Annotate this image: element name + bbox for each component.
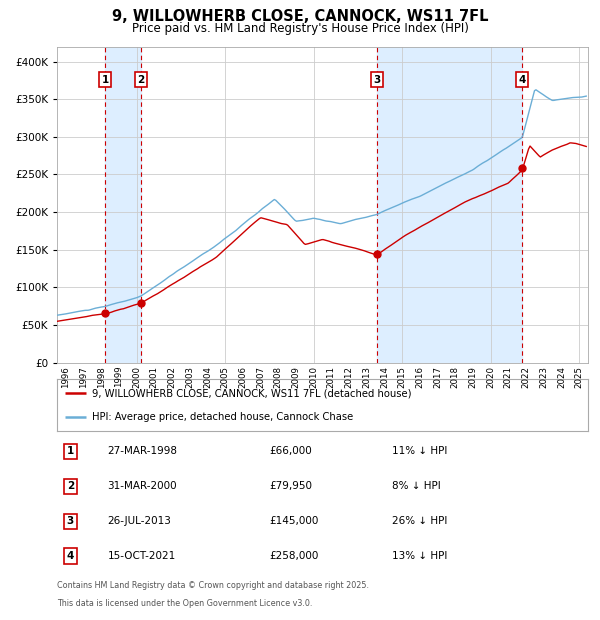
Text: 2008: 2008 — [274, 366, 283, 388]
Text: 8% ↓ HPI: 8% ↓ HPI — [392, 481, 440, 491]
Text: 27-MAR-1998: 27-MAR-1998 — [107, 446, 178, 456]
Text: This data is licensed under the Open Government Licence v3.0.: This data is licensed under the Open Gov… — [57, 598, 313, 608]
Text: 2011: 2011 — [327, 366, 336, 388]
Text: 2000: 2000 — [132, 366, 141, 388]
Text: 9, WILLOWHERB CLOSE, CANNOCK, WS11 7FL: 9, WILLOWHERB CLOSE, CANNOCK, WS11 7FL — [112, 9, 488, 24]
Text: 2015: 2015 — [398, 366, 407, 388]
Text: 1999: 1999 — [115, 366, 124, 388]
Text: 2004: 2004 — [203, 366, 212, 388]
Text: 2009: 2009 — [292, 366, 301, 388]
Text: 2014: 2014 — [380, 366, 389, 388]
Text: 1997: 1997 — [79, 366, 88, 388]
Text: 2019: 2019 — [469, 366, 478, 388]
Text: £258,000: £258,000 — [269, 551, 319, 561]
Text: 31-MAR-2000: 31-MAR-2000 — [107, 481, 177, 491]
Text: 2018: 2018 — [451, 366, 460, 388]
Text: 2022: 2022 — [521, 366, 530, 388]
Text: 2005: 2005 — [221, 366, 230, 388]
Text: 2024: 2024 — [557, 366, 566, 388]
Text: 2016: 2016 — [415, 366, 424, 388]
Text: 3: 3 — [373, 74, 380, 85]
Text: 2017: 2017 — [433, 366, 442, 388]
Text: 2: 2 — [137, 74, 145, 85]
Text: 2013: 2013 — [362, 366, 371, 388]
Text: 11% ↓ HPI: 11% ↓ HPI — [392, 446, 447, 456]
Text: £145,000: £145,000 — [269, 516, 319, 526]
Text: 2001: 2001 — [150, 366, 159, 388]
Text: 2021: 2021 — [504, 366, 513, 388]
Text: 2007: 2007 — [256, 366, 265, 388]
Text: Price paid vs. HM Land Registry's House Price Index (HPI): Price paid vs. HM Land Registry's House … — [131, 22, 469, 35]
Text: 4: 4 — [518, 74, 526, 85]
Text: 1: 1 — [67, 446, 74, 456]
Text: 1: 1 — [101, 74, 109, 85]
Text: 2012: 2012 — [344, 366, 353, 388]
Text: 13% ↓ HPI: 13% ↓ HPI — [392, 551, 447, 561]
Text: 3: 3 — [67, 516, 74, 526]
Text: 15-OCT-2021: 15-OCT-2021 — [107, 551, 176, 561]
Text: 2003: 2003 — [185, 366, 194, 388]
Bar — [106, 46, 141, 363]
Text: 2023: 2023 — [539, 366, 548, 388]
Text: 4: 4 — [67, 551, 74, 561]
Text: £66,000: £66,000 — [269, 446, 312, 456]
Text: HPI: Average price, detached house, Cannock Chase: HPI: Average price, detached house, Cann… — [92, 412, 353, 422]
Text: 9, WILLOWHERB CLOSE, CANNOCK, WS11 7FL (detached house): 9, WILLOWHERB CLOSE, CANNOCK, WS11 7FL (… — [92, 388, 411, 398]
Text: £79,950: £79,950 — [269, 481, 313, 491]
Text: 26% ↓ HPI: 26% ↓ HPI — [392, 516, 447, 526]
Text: 26-JUL-2013: 26-JUL-2013 — [107, 516, 172, 526]
Text: 2006: 2006 — [238, 366, 247, 388]
Text: 2002: 2002 — [167, 366, 176, 388]
Text: 2025: 2025 — [575, 366, 584, 388]
Text: 2: 2 — [67, 481, 74, 491]
Text: 1998: 1998 — [97, 366, 106, 388]
Text: 1996: 1996 — [61, 366, 70, 388]
Bar — [377, 46, 523, 363]
Text: 2010: 2010 — [309, 366, 318, 388]
Text: Contains HM Land Registry data © Crown copyright and database right 2025.: Contains HM Land Registry data © Crown c… — [57, 581, 369, 590]
Text: 2020: 2020 — [486, 366, 495, 388]
